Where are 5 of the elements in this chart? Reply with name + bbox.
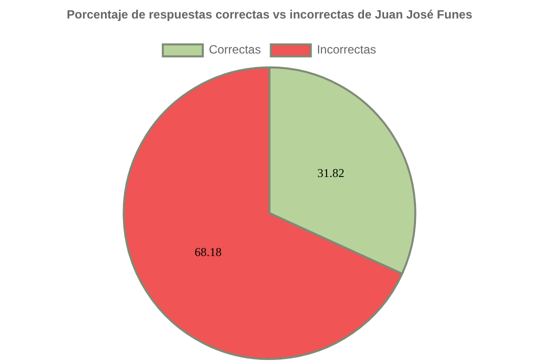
data-label: 31.82 <box>317 166 344 180</box>
legend-label: Incorrectas <box>316 42 376 57</box>
data-label: 68.18 <box>194 244 222 259</box>
legend-label: Correctas <box>208 42 261 57</box>
chart-title: Porcentaje de respuestas correctas vs incorrectas de Juan José Funes <box>66 8 473 22</box>
